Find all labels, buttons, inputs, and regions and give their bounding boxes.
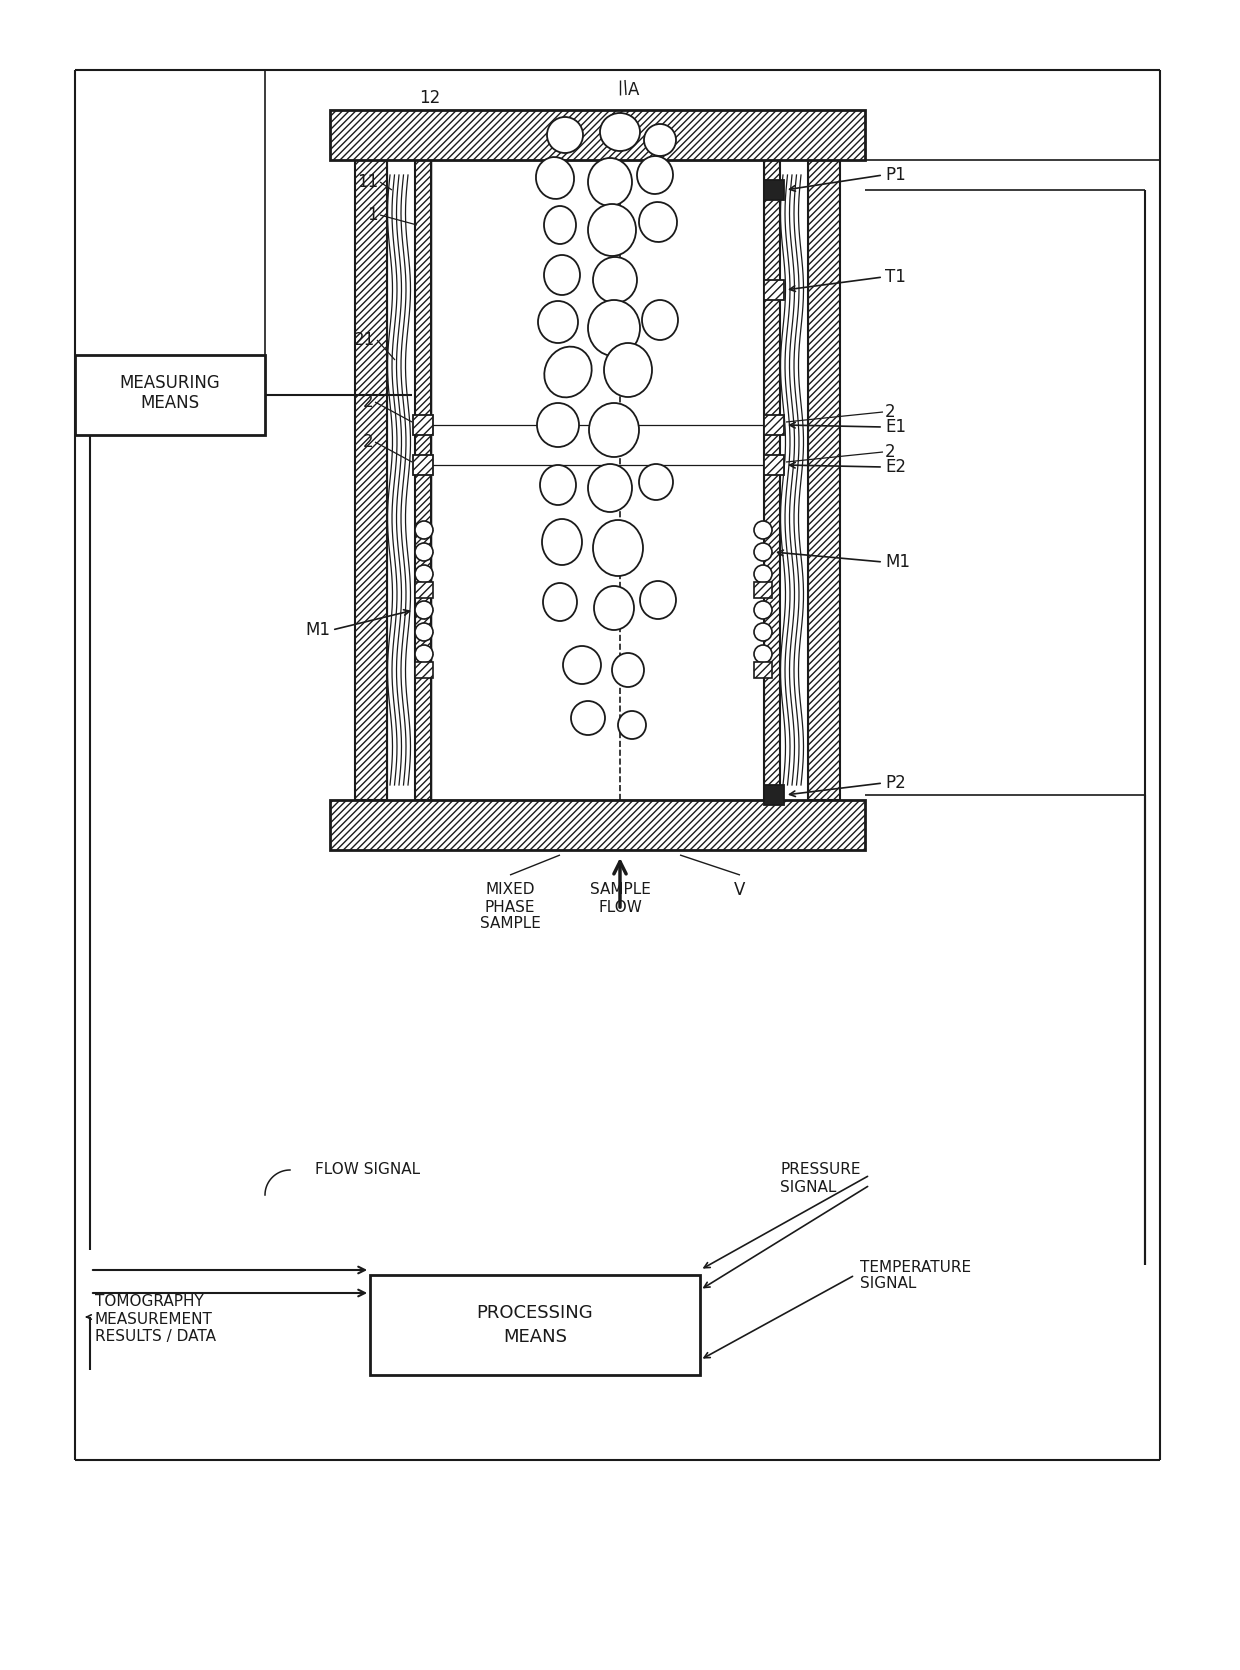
Circle shape (754, 623, 773, 641)
Text: MEASURING: MEASURING (119, 374, 221, 392)
Ellipse shape (618, 711, 646, 740)
Bar (808, 160, 839, 800)
Ellipse shape (604, 342, 652, 397)
Text: MEANS: MEANS (140, 394, 200, 412)
Circle shape (754, 564, 773, 583)
Ellipse shape (639, 464, 673, 499)
Text: SAMPLE: SAMPLE (589, 882, 651, 897)
Ellipse shape (600, 114, 640, 150)
Ellipse shape (594, 586, 634, 630)
Ellipse shape (593, 519, 644, 576)
Ellipse shape (640, 581, 676, 620)
Bar (74, 356, 265, 434)
Text: 11: 11 (357, 174, 378, 190)
Text: 21: 21 (353, 331, 374, 349)
Text: SIGNAL: SIGNAL (861, 1276, 916, 1291)
Bar (355, 160, 387, 800)
Ellipse shape (589, 402, 639, 458)
Text: MEASUREMENT: MEASUREMENT (95, 1311, 213, 1326)
Circle shape (754, 601, 773, 620)
Bar (764, 160, 780, 800)
Bar (370, 1274, 701, 1374)
Ellipse shape (544, 205, 577, 244)
Text: TEMPERATURE: TEMPERATURE (861, 1259, 971, 1274)
Text: 2: 2 (362, 433, 373, 451)
Text: P2: P2 (885, 773, 905, 792)
Circle shape (415, 543, 433, 561)
Bar (754, 661, 773, 678)
Text: V: V (734, 882, 745, 898)
Circle shape (415, 564, 433, 583)
Text: FLOW: FLOW (598, 900, 642, 915)
Text: PROCESSING: PROCESSING (476, 1304, 593, 1323)
Text: SAMPLE: SAMPLE (480, 917, 541, 932)
Ellipse shape (537, 402, 579, 448)
Text: 1: 1 (367, 205, 378, 224)
Ellipse shape (539, 464, 577, 504)
Ellipse shape (544, 256, 580, 296)
Text: T1: T1 (885, 267, 906, 286)
Bar (415, 583, 433, 598)
Ellipse shape (538, 301, 578, 342)
Text: SIGNAL: SIGNAL (780, 1181, 836, 1196)
Ellipse shape (588, 301, 640, 356)
Bar (432, 160, 764, 800)
Bar (415, 160, 432, 800)
Text: MEANS: MEANS (503, 1328, 567, 1346)
Text: RESULTS / DATA: RESULTS / DATA (95, 1329, 216, 1343)
Circle shape (754, 521, 773, 539)
Bar (413, 454, 433, 474)
Text: A: A (627, 82, 640, 99)
Ellipse shape (639, 202, 677, 242)
Text: E2: E2 (885, 458, 906, 476)
Ellipse shape (644, 124, 676, 155)
Circle shape (415, 645, 433, 663)
Text: P1: P1 (885, 165, 905, 184)
Circle shape (754, 645, 773, 663)
Text: PRESSURE: PRESSURE (780, 1162, 861, 1177)
Ellipse shape (637, 155, 673, 194)
Ellipse shape (542, 519, 582, 564)
Ellipse shape (588, 159, 632, 205)
Ellipse shape (593, 257, 637, 302)
Text: M1: M1 (885, 553, 910, 571)
Text: MIXED: MIXED (485, 882, 534, 897)
Circle shape (415, 521, 433, 539)
Bar (415, 661, 433, 678)
Ellipse shape (563, 646, 601, 685)
Text: 2: 2 (885, 443, 895, 461)
Bar (330, 110, 866, 160)
Text: PHASE: PHASE (485, 900, 536, 915)
Ellipse shape (547, 117, 583, 154)
Bar (754, 583, 773, 598)
Bar (764, 281, 784, 301)
Ellipse shape (570, 701, 605, 735)
Ellipse shape (642, 301, 678, 341)
Ellipse shape (536, 157, 574, 199)
Text: TOMOGRAPHY: TOMOGRAPHY (95, 1294, 203, 1309)
Text: 12: 12 (419, 89, 440, 107)
Bar (764, 416, 784, 434)
Bar (764, 785, 784, 805)
Text: 2: 2 (885, 402, 895, 421)
Bar (330, 800, 866, 850)
Text: 2: 2 (362, 392, 373, 411)
Circle shape (415, 623, 433, 641)
Circle shape (415, 601, 433, 620)
Ellipse shape (588, 204, 636, 256)
Bar (413, 416, 433, 434)
Ellipse shape (543, 583, 577, 621)
Ellipse shape (613, 653, 644, 686)
Ellipse shape (544, 347, 591, 397)
Bar (764, 180, 784, 200)
Bar (764, 454, 784, 474)
Text: E1: E1 (885, 418, 906, 436)
Circle shape (754, 543, 773, 561)
Text: FLOW SIGNAL: FLOW SIGNAL (315, 1162, 420, 1177)
Ellipse shape (588, 464, 632, 513)
Text: M1: M1 (305, 621, 330, 640)
